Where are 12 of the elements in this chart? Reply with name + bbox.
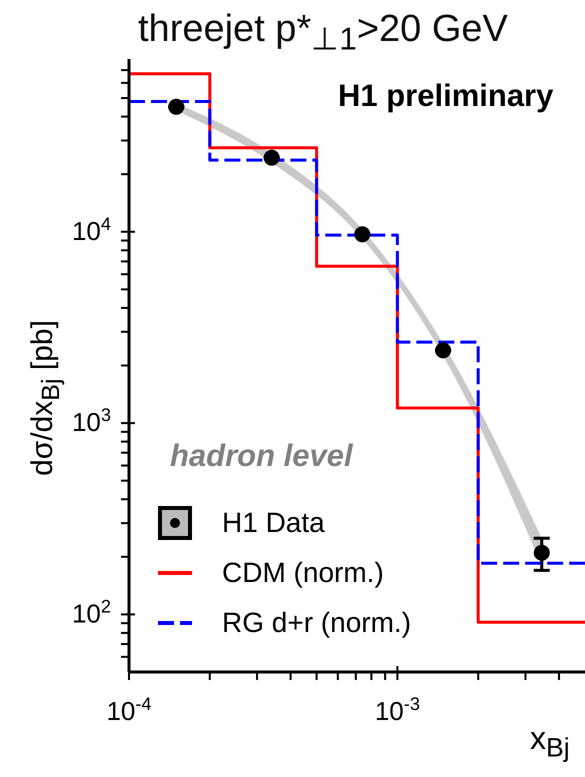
y-tick-label: 10$^{3}$ [72,405,111,438]
x-tick-label: 10$^{-3}$ [374,694,420,726]
annotation: H1 preliminary [338,78,554,114]
y-tick-label: 10$^{2}$ [72,596,111,628]
annotation: hadron level [170,438,353,474]
y-tick-label: 10$^{4}$ [72,214,111,246]
legend-label: H1 Data [222,507,325,539]
chart-title: threejet p*$_{⊥1}$>20 GeV [138,8,509,58]
x-axis-title: x$_{Bj}$ [530,720,570,764]
legend-label: RG d+r (norm.) [222,607,412,639]
x-tick-label: 10$^{-4}$ [106,694,152,726]
legend-label: CDM (norm.) [222,557,384,589]
